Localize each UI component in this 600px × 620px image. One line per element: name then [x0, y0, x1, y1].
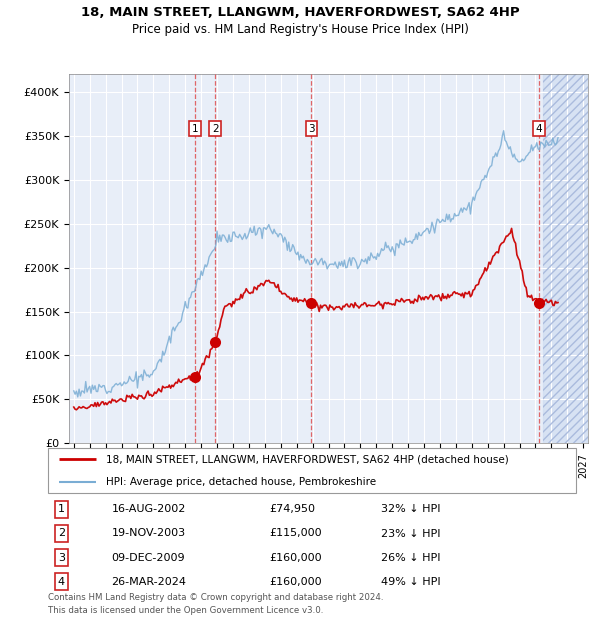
- Text: 4: 4: [536, 124, 542, 134]
- Text: £115,000: £115,000: [270, 528, 322, 539]
- Text: 49% ↓ HPI: 49% ↓ HPI: [380, 577, 440, 587]
- Text: 4: 4: [58, 577, 65, 587]
- Text: 2: 2: [212, 124, 218, 134]
- Text: 16-AUG-2002: 16-AUG-2002: [112, 505, 186, 515]
- FancyBboxPatch shape: [48, 448, 576, 493]
- Bar: [544, 74, 588, 443]
- Text: 3: 3: [308, 124, 315, 134]
- Text: This data is licensed under the Open Government Licence v3.0.: This data is licensed under the Open Gov…: [48, 606, 323, 616]
- Text: 09-DEC-2009: 09-DEC-2009: [112, 552, 185, 562]
- Text: 18, MAIN STREET, LLANGWM, HAVERFORDWEST, SA62 4HP: 18, MAIN STREET, LLANGWM, HAVERFORDWEST,…: [80, 6, 520, 19]
- Text: 26-MAR-2024: 26-MAR-2024: [112, 577, 187, 587]
- Text: HPI: Average price, detached house, Pembrokeshire: HPI: Average price, detached house, Pemb…: [106, 477, 376, 487]
- Text: 19-NOV-2003: 19-NOV-2003: [112, 528, 185, 539]
- Text: 26% ↓ HPI: 26% ↓ HPI: [380, 552, 440, 562]
- Text: £160,000: £160,000: [270, 577, 322, 587]
- Text: 2: 2: [58, 528, 65, 539]
- Text: 32% ↓ HPI: 32% ↓ HPI: [380, 505, 440, 515]
- Text: £74,950: £74,950: [270, 505, 316, 515]
- Text: Contains HM Land Registry data © Crown copyright and database right 2024.: Contains HM Land Registry data © Crown c…: [48, 593, 383, 603]
- Text: 23% ↓ HPI: 23% ↓ HPI: [380, 528, 440, 539]
- Text: £160,000: £160,000: [270, 552, 322, 562]
- Text: 18, MAIN STREET, LLANGWM, HAVERFORDWEST, SA62 4HP (detached house): 18, MAIN STREET, LLANGWM, HAVERFORDWEST,…: [106, 454, 509, 464]
- Text: 3: 3: [58, 552, 65, 562]
- Text: Price paid vs. HM Land Registry's House Price Index (HPI): Price paid vs. HM Land Registry's House …: [131, 23, 469, 36]
- Text: 1: 1: [58, 505, 65, 515]
- Text: 1: 1: [192, 124, 199, 134]
- Bar: [544, 74, 588, 443]
